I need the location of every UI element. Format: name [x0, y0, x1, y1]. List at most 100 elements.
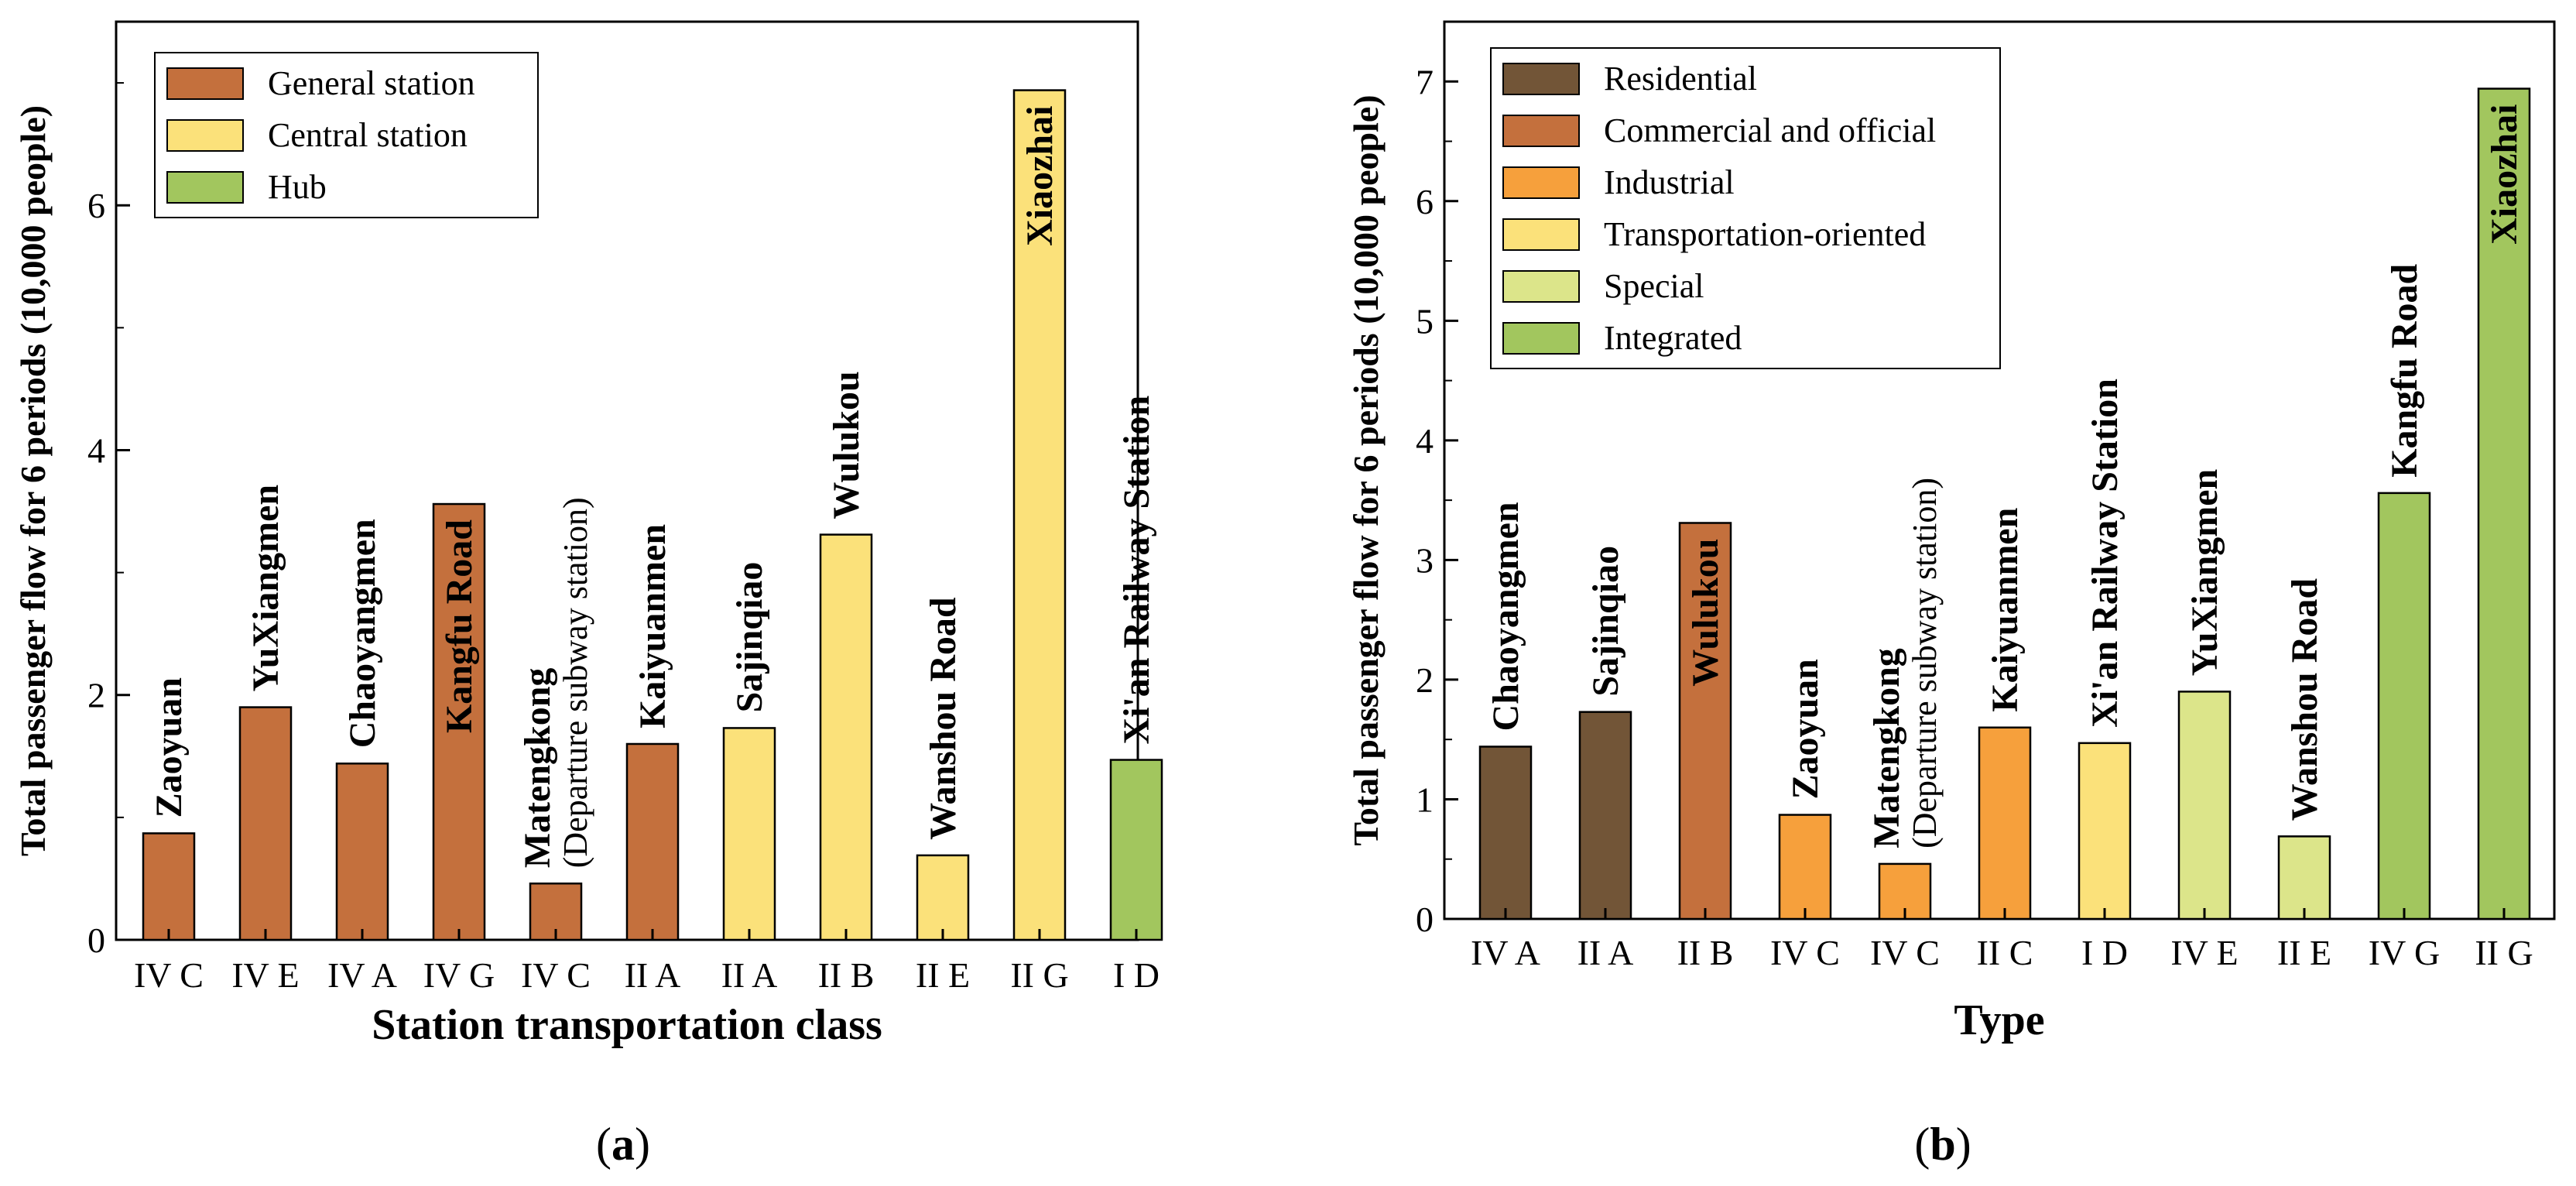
x-tick-label: IV C: [521, 955, 591, 995]
bar-station-subnote: (Departure subway station): [1906, 478, 1944, 848]
x-tick-label: IV G: [423, 955, 495, 995]
bar-station-subnote: (Departure subway station): [557, 497, 594, 868]
y-axis-title: Total passenger flow for 6 periods (10,0…: [1346, 94, 1386, 845]
bar-station-label: Zaoyuan: [149, 677, 190, 818]
bar-station-label: Sajinqiao: [1585, 546, 1626, 697]
panel-b-label: (b): [1914, 1119, 1971, 1170]
legend-swatch: [166, 171, 244, 204]
bar-station-label: Kangfu Road: [439, 519, 480, 733]
x-tick-label: I D: [1113, 955, 1160, 995]
bar: [142, 832, 196, 941]
bar: [2078, 742, 2132, 920]
x-tick-label: II C: [1977, 933, 2033, 972]
bar: [625, 742, 680, 941]
bar: [1578, 711, 1632, 920]
bar-station-label: Chaoyangmen: [342, 519, 383, 748]
x-tick-label: IV A: [1471, 933, 1540, 972]
legend-box: [1490, 47, 2001, 369]
y-tick-label: 6: [87, 186, 105, 225]
bar-station-label: Wanshou Road: [923, 597, 964, 840]
bar-station-label: Matengkong: [1866, 648, 1907, 848]
bar-station-label: Wanshou Road: [2284, 578, 2325, 821]
x-axis-title: Type: [1954, 996, 2044, 1044]
bar-station-label: Kaiyuanmen: [1985, 508, 2026, 712]
bar-station-label: Zaoyuan: [1785, 659, 1826, 799]
legend-swatch: [1502, 218, 1580, 251]
bar: [1109, 759, 1163, 941]
bar: [335, 763, 389, 941]
legend-label: General station: [268, 64, 475, 102]
bar: [819, 533, 873, 941]
panel-a-label: (a): [596, 1119, 650, 1170]
bar-station-label: Kangfu Road: [2384, 263, 2425, 477]
x-tick-label: IV E: [2170, 933, 2238, 972]
x-tick-label: IV G: [2369, 933, 2440, 972]
legend-label: Central station: [268, 116, 468, 154]
y-tick-label: 1: [1416, 780, 1434, 819]
y-tick-label: 4: [87, 430, 105, 470]
bar: [2277, 835, 2331, 920]
bar: [2377, 492, 2431, 920]
bar: [2477, 87, 2531, 920]
x-tick-label: II A: [721, 955, 778, 995]
bar-station-label: Xi'an Railway Station: [2084, 379, 2126, 728]
y-tick-label: 6: [1416, 182, 1434, 221]
bar: [916, 854, 970, 941]
bar-station-label: Xiaozhai: [2484, 105, 2525, 245]
legend-label: Industrial: [1604, 163, 1735, 201]
x-tick-label: II B: [1677, 933, 1734, 972]
y-tick-label: 0: [87, 920, 105, 960]
bar: [432, 502, 486, 941]
bar-station-label: Kaiyuanmen: [632, 524, 673, 728]
x-tick-label: IV C: [1770, 933, 1840, 972]
y-tick-label: 4: [1416, 421, 1434, 461]
bar-station-label: Xiaozhai: [1019, 106, 1060, 246]
bar: [1978, 726, 2032, 920]
y-axis-title: Total passenger flow for 6 periods (10,0…: [13, 105, 53, 856]
y-tick-label: 2: [1416, 660, 1434, 700]
y-tick-label: 0: [1416, 900, 1434, 939]
bar: [238, 706, 293, 941]
legend-label: Residential: [1604, 60, 1757, 98]
y-tick-label: 3: [1416, 540, 1434, 580]
panel-a-chart: 0 2 4 6 Total passenger flow for 6 periods (…: [13, 20, 1163, 1049]
x-tick-label: II B: [818, 955, 875, 995]
bar: [722, 727, 776, 941]
bar-station-label: Matengkong: [517, 668, 558, 869]
x-tick-label: II A: [625, 955, 681, 995]
x-tick-label: II G: [2475, 933, 2533, 972]
x-tick-label: II E: [2277, 933, 2331, 972]
x-tick-label: II E: [916, 955, 970, 995]
legend-label: Commercial and official: [1604, 111, 1936, 149]
y-tick-label: 5: [1416, 301, 1434, 341]
x-tick-label: IV E: [231, 955, 299, 995]
legend-label: Special: [1604, 267, 1704, 305]
x-tick-label: I D: [2081, 933, 2128, 972]
bar-station-label: Sajinqiao: [729, 562, 770, 713]
legend-swatch: [166, 119, 244, 152]
x-tick-label: II G: [1010, 955, 1068, 995]
legend-swatch: [1502, 270, 1580, 303]
bar-station-label: Chaoyangmen: [1485, 502, 1526, 731]
y-tick-label: 2: [87, 676, 105, 715]
bar: [1012, 89, 1067, 941]
bar-station-label: Wulukou: [826, 371, 867, 519]
legend-label: Integrated: [1604, 319, 1742, 357]
bar-station-label: YuXiangmen: [245, 485, 286, 692]
legend-swatch: [1502, 63, 1580, 95]
legend-swatch: [1502, 115, 1580, 147]
y-tick-label: 7: [1416, 62, 1434, 101]
bar-station-label: Xi'an Railway Station: [1116, 396, 1157, 745]
x-tick-label: II A: [1577, 933, 1634, 972]
bar: [1778, 814, 1832, 920]
legend-label: Hub: [268, 168, 327, 206]
bar-station-label: Wulukou: [1685, 538, 1726, 686]
bar: [2177, 691, 2232, 920]
bar: [1678, 522, 1732, 920]
bar-station-label: YuXiangmen: [2184, 469, 2225, 677]
legend-swatch: [1502, 322, 1580, 355]
legend-swatch: [1502, 166, 1580, 199]
x-axis-title: Station transportation class: [372, 1001, 882, 1049]
legend-label: Transportation-oriented: [1604, 215, 1926, 253]
